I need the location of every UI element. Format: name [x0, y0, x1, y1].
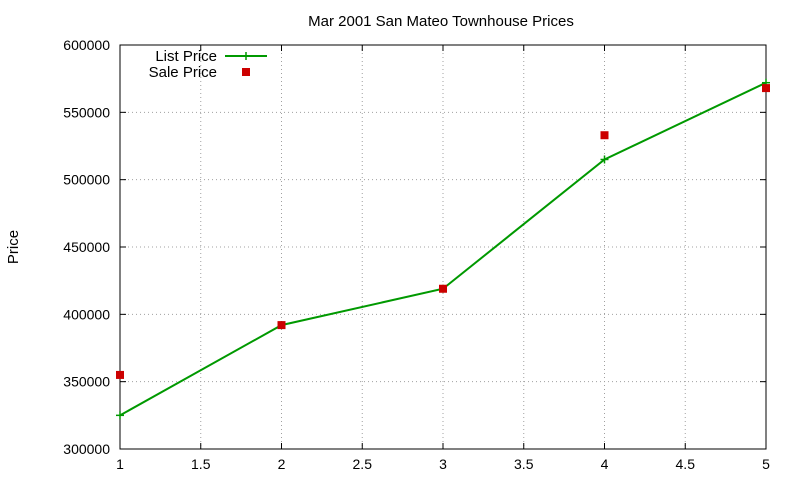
x-tick-label: 5	[762, 456, 770, 472]
y-axis-label: Price	[5, 230, 22, 264]
sale-price-point	[116, 370, 124, 379]
chart-title: Mar 2001 San Mateo Townhouse Prices	[308, 13, 574, 30]
legend-label-list-price: List Price	[155, 48, 217, 65]
list-price-point	[116, 411, 124, 420]
y-tick-label: 500000	[63, 172, 110, 188]
y-tick-labels: 300000 350000 400000 450000 500000 550000 6000…	[63, 37, 110, 457]
grid-lines	[120, 45, 766, 449]
axis-ticks	[119, 44, 767, 450]
legend-marker-list-price	[242, 52, 250, 60]
x-tick-label: 1.5	[191, 456, 211, 472]
x-tick-labels: 1 1.5 2 2.5 3 3.5 4 4.5 5	[116, 456, 770, 472]
legend-label-sale-price: Sale Price	[149, 64, 217, 81]
y-tick-label: 600000	[63, 37, 110, 53]
x-tick-label: 4	[601, 456, 609, 472]
x-tick-label: 3.5	[514, 456, 534, 472]
list-price-point	[600, 155, 609, 164]
x-tick-label: 4.5	[676, 456, 696, 472]
series-layer	[116, 78, 770, 420]
sale-price-point	[600, 131, 609, 140]
y-tick-label: 350000	[63, 374, 110, 390]
x-tick-label: 2	[278, 456, 286, 472]
x-tick-label: 2.5	[353, 456, 373, 472]
legend: List Price Sale Price	[149, 48, 267, 81]
y-tick-label: 550000	[63, 104, 110, 120]
sale-price-point	[762, 84, 770, 93]
sale-price-point	[277, 321, 286, 330]
y-tick-label: 450000	[63, 239, 110, 255]
x-tick-label: 1	[116, 456, 124, 472]
sale-price-point	[439, 284, 447, 293]
y-tick-label: 400000	[63, 306, 110, 322]
legend-marker-sale-price	[242, 68, 250, 76]
y-tick-label: 300000	[63, 441, 110, 457]
x-tick-label: 3	[439, 456, 447, 472]
